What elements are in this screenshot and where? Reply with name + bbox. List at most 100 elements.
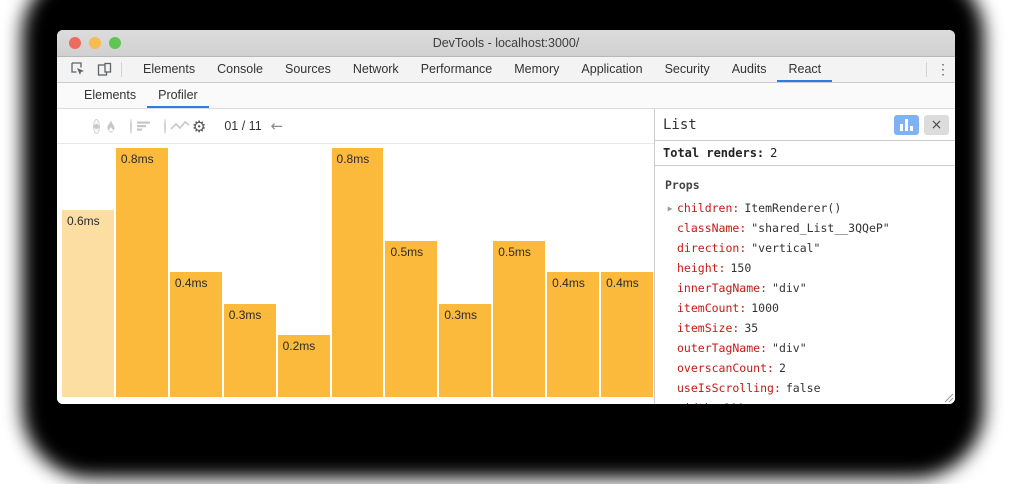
prop-key: innerTagName <box>677 281 760 295</box>
page-background: DevTools - localhost:3000/ ElementsConso… <box>0 0 1012 484</box>
bar-duration-label: 0.4ms <box>552 276 585 290</box>
bar-duration-label: 0.5ms <box>390 245 423 259</box>
flamegraph-radio[interactable] <box>93 119 100 134</box>
prop-row: itemSize:35 <box>663 318 955 338</box>
commit-bar[interactable]: 0.4ms <box>170 272 222 397</box>
prop-value: false <box>786 381 821 395</box>
devtools-tabs: ElementsConsoleSourcesNetworkPerformance… <box>132 57 832 82</box>
bar-duration-label: 0.6ms <box>67 214 100 228</box>
total-renders-label: Total renders: <box>663 146 764 160</box>
tab-elements[interactable]: Elements <box>132 57 206 82</box>
profiler-content: ⚙ 01 / 11 ← → 0.6ms0.8ms0.4ms0.3ms0.2ms0… <box>57 109 955 404</box>
close-panel-button[interactable]: × <box>924 115 949 135</box>
prop-value: 2 <box>779 361 786 375</box>
devtools-tabbar: ElementsConsoleSourcesNetworkPerformance… <box>57 57 955 83</box>
commit-bar[interactable]: 0.6ms <box>62 210 114 397</box>
prop-key: className <box>677 221 739 235</box>
tab-memory[interactable]: Memory <box>503 57 570 82</box>
devtools-menu-icon[interactable]: ⋮ <box>931 57 955 82</box>
line-chart-icon <box>170 120 190 132</box>
ranked-chart-icon <box>136 120 152 132</box>
prop-separator: : <box>739 241 746 255</box>
bar-chart-icon <box>900 124 903 131</box>
tab-react[interactable]: React <box>777 57 832 82</box>
prop-separator: : <box>739 301 746 315</box>
bar-duration-label: 0.8ms <box>121 152 154 166</box>
props-section: Props ▶children:ItemRenderer()className:… <box>655 166 955 404</box>
flame-icon <box>104 119 118 134</box>
prop-row: useIsScrolling:false <box>663 378 955 398</box>
bar-duration-label: 0.2ms <box>283 339 316 353</box>
window-titlebar: DevTools - localhost:3000/ <box>57 30 955 57</box>
prop-key: overscanCount <box>677 361 767 375</box>
commit-bar[interactable]: 0.4ms <box>547 272 599 397</box>
commit-bar[interactable]: 0.8ms <box>116 148 168 397</box>
ranked-radio[interactable] <box>130 119 132 134</box>
view-chart-button[interactable] <box>894 115 919 135</box>
commit-bar[interactable]: 0.4ms <box>601 272 653 397</box>
tab-performance[interactable]: Performance <box>410 57 504 82</box>
prop-key: itemSize <box>677 321 732 335</box>
prop-value: 150 <box>730 261 751 275</box>
commit-bar[interactable]: 0.5ms <box>493 241 545 397</box>
profiler-toolbar: ⚙ 01 / 11 ← → <box>57 109 654 144</box>
commit-bar[interactable]: 0.3ms <box>439 304 491 397</box>
props-heading: Props <box>665 178 955 192</box>
device-toolbar-icon[interactable] <box>91 57 117 82</box>
bar-duration-label: 0.3ms <box>444 308 477 322</box>
window-title: DevTools - localhost:3000/ <box>57 36 955 50</box>
prop-key: direction <box>677 241 739 255</box>
prop-row: direction:"vertical" <box>663 238 955 258</box>
prop-key: height <box>677 261 719 275</box>
tab-console[interactable]: Console <box>206 57 274 82</box>
props-list: ▶children:ItemRenderer()className:"share… <box>663 198 955 404</box>
tab-application[interactable]: Application <box>570 57 653 82</box>
inspect-element-icon[interactable] <box>65 57 91 82</box>
prop-value: "div" <box>772 281 807 295</box>
resize-grip-icon[interactable] <box>944 393 954 403</box>
toolbar-divider <box>926 62 927 77</box>
interactions-radio[interactable] <box>164 119 166 134</box>
prop-separator: : <box>732 201 739 215</box>
prop-separator: : <box>760 341 767 355</box>
snapshot-position: 01 / 11 <box>224 119 261 133</box>
react-subtabs: ElementsProfiler <box>57 83 955 109</box>
tab-security[interactable]: Security <box>654 57 721 82</box>
commit-bar[interactable]: 0.5ms <box>385 241 437 397</box>
bar-duration-label: 0.5ms <box>498 245 531 259</box>
prop-row: ▶children:ItemRenderer() <box>663 198 955 218</box>
profiler-pane: ⚙ 01 / 11 ← → 0.6ms0.8ms0.4ms0.3ms0.2ms0… <box>57 109 654 404</box>
total-renders-row: Total renders: 2 <box>655 141 955 166</box>
prop-row: itemCount:1000 <box>663 298 955 318</box>
prop-key: useIsScrolling <box>677 381 774 395</box>
prop-value: 1000 <box>751 301 779 315</box>
commit-bar[interactable]: 0.8ms <box>332 148 384 397</box>
prop-row: width:300 <box>663 398 955 404</box>
commit-bar[interactable]: 0.2ms <box>278 335 330 397</box>
expand-triangle-icon[interactable]: ▶ <box>663 204 677 213</box>
prop-separator: : <box>712 401 719 404</box>
settings-gear-icon[interactable]: ⚙ <box>192 117 206 136</box>
total-renders-value: 2 <box>770 146 777 160</box>
tab-network[interactable]: Network <box>342 57 410 82</box>
bar-duration-label: 0.8ms <box>337 152 370 166</box>
component-name: List <box>663 117 697 133</box>
subtab-profiler[interactable]: Profiler <box>147 83 209 108</box>
prop-separator: : <box>719 261 726 275</box>
prop-key: outerTagName <box>677 341 760 355</box>
prop-separator: : <box>760 281 767 295</box>
bar-duration-label: 0.4ms <box>175 276 208 290</box>
subtab-elements[interactable]: Elements <box>73 83 147 108</box>
tab-sources[interactable]: Sources <box>274 57 342 82</box>
commit-bar[interactable]: 0.3ms <box>224 304 276 397</box>
prop-row: height:150 <box>663 258 955 278</box>
toolbar-divider <box>121 62 122 77</box>
commit-bar-chart: 0.6ms 0.8ms 0.4ms 0.3ms 0.2ms 0.8ms 0.5ms 0.3ms… <box>57 144 654 404</box>
bar-duration-label: 0.3ms <box>229 308 262 322</box>
prop-separator: : <box>732 321 739 335</box>
prop-value: 35 <box>744 321 758 335</box>
prop-key: children <box>677 201 732 215</box>
component-details-panel: List × Total renders: 2 Props ▶children:… <box>654 109 955 404</box>
prop-row: className:"shared_List__3QQeP" <box>663 218 955 238</box>
tab-audits[interactable]: Audits <box>721 57 778 82</box>
